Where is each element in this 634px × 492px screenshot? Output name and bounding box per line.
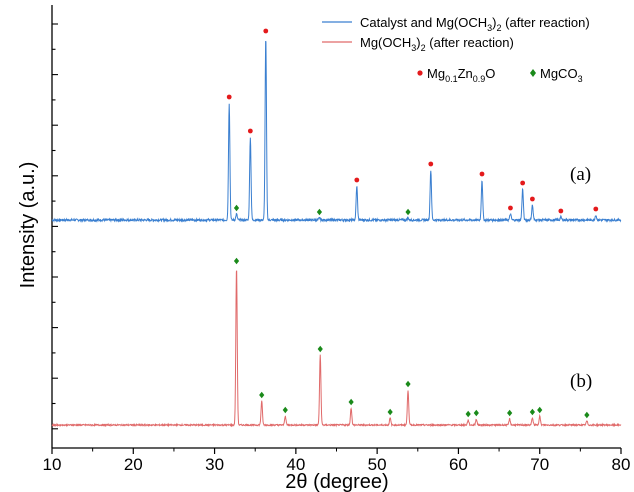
x-axis-label: 2θ (degree) — [285, 471, 388, 492]
series-line-a — [51, 40, 622, 224]
plot-frame — [51, 5, 621, 449]
y-axis-label: Intensity (a.u.) — [17, 162, 39, 289]
peak-marker-diamond — [387, 408, 393, 416]
legend-circle-marker-icon — [417, 70, 423, 76]
peak-marker-diamond — [507, 409, 513, 417]
peak-marker-circle — [508, 205, 513, 211]
peak-marker-diamond — [348, 398, 354, 406]
peak-marker-diamond — [465, 410, 471, 418]
peak-marker-diamond — [317, 345, 323, 353]
peak-marker-diamond — [233, 257, 240, 265]
legend-label-a: Catalyst and Mg(OCH3)2 (after reaction) — [360, 15, 590, 33]
peak-marker-diamond — [405, 380, 411, 388]
legend: Catalyst and Mg(OCH3)2 (after reaction) … — [322, 15, 590, 84]
legend-label-mgco3: MgCO3 — [540, 66, 583, 84]
legend-diamond-marker-icon — [530, 69, 536, 77]
x-tick-label-60: 60 — [449, 455, 468, 474]
x-tick-label-70: 70 — [530, 455, 549, 474]
peak-marker-circle — [520, 180, 526, 186]
legend-label-mgznO: Mg0.1Zn0.9O — [427, 66, 495, 84]
peak-marker-diamond — [233, 204, 240, 212]
peak-marker-circle — [263, 28, 269, 34]
peak-marker-circle — [529, 196, 535, 202]
peak-marker-circle — [479, 171, 485, 177]
x-tick-label-50: 50 — [368, 455, 387, 474]
peak-marker-circle — [428, 161, 434, 167]
series-line-b — [51, 270, 622, 428]
peak-marker-diamond — [282, 406, 288, 414]
x-tick-label-10: 10 — [43, 455, 62, 474]
peak-marker-diamond — [537, 406, 543, 414]
peak-marker-diamond — [405, 208, 411, 216]
peak-marker-circle — [354, 177, 360, 183]
x-tick-label-40: 40 — [286, 455, 305, 474]
marker-layer — [226, 28, 599, 419]
panel-label-b: (b) — [570, 371, 592, 392]
legend-label-b: Mg(OCH3)2 (after reaction) — [360, 35, 514, 53]
panel-label-a: (a) — [570, 164, 591, 185]
peak-marker-circle — [593, 206, 599, 212]
peak-marker-diamond — [584, 411, 590, 419]
series-layer — [51, 40, 622, 428]
peak-marker-circle — [247, 128, 253, 134]
x-tick-label-20: 20 — [124, 455, 143, 474]
peak-marker-circle — [558, 208, 564, 214]
peak-marker-diamond — [316, 208, 323, 216]
x-tick-label-80: 80 — [612, 455, 631, 474]
peak-marker-diamond — [529, 408, 535, 416]
peak-marker-diamond — [259, 391, 265, 399]
tick-layer: 10 20 30 40 50 60 70 80 — [43, 23, 631, 474]
x-tick-label-30: 30 — [205, 455, 224, 474]
peak-marker-diamond — [473, 409, 479, 417]
peak-marker-circle — [226, 94, 232, 100]
